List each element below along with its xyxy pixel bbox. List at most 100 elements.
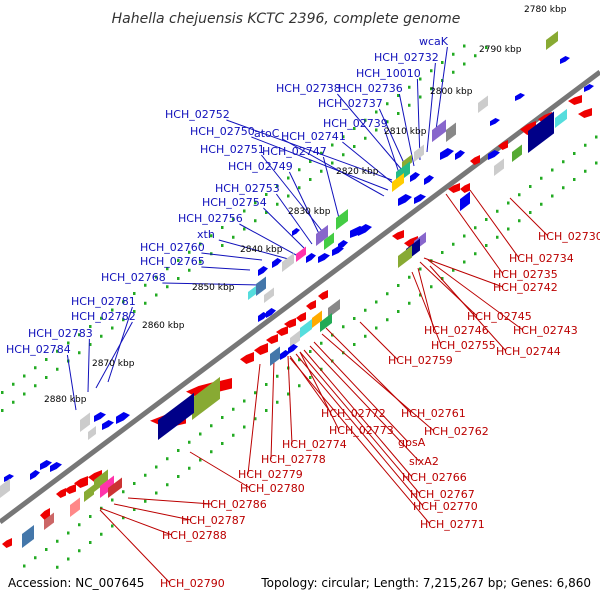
- gene-label[interactable]: HCH_02743: [513, 324, 578, 337]
- gene-label[interactable]: HCH_02747: [262, 145, 327, 158]
- tick-mark: [111, 308, 114, 312]
- tick-mark: [375, 128, 378, 132]
- gene-label[interactable]: HCH_10010: [356, 67, 421, 80]
- tick-mark: [320, 341, 323, 345]
- tick-mark: [353, 145, 356, 148]
- gene-label[interactable]: HCH_02770: [413, 500, 478, 513]
- gene-label[interactable]: HCH_02744: [496, 345, 561, 358]
- tick-mark: [56, 349, 59, 353]
- gene-label[interactable]: HCH_02787: [181, 514, 246, 527]
- gene-label[interactable]: HCH_02735: [493, 268, 558, 281]
- gene-label[interactable]: HCH_02768: [101, 271, 166, 284]
- gene-arrow: [306, 253, 316, 263]
- leader-line: [87, 338, 90, 393]
- tick-mark: [463, 44, 466, 48]
- gene-label[interactable]: HCH_02765: [140, 255, 205, 268]
- leader-line: [509, 197, 549, 237]
- leader-line: [226, 119, 393, 181]
- gene-label[interactable]: HCH_02783: [28, 327, 93, 340]
- gene-label[interactable]: HCH_02773: [329, 424, 394, 437]
- gene-label[interactable]: HCH_02774: [282, 438, 347, 451]
- tick-mark: [111, 326, 114, 330]
- gene-arrow: [240, 352, 254, 364]
- gene-label[interactable]: HCH_02741: [281, 130, 346, 143]
- gene-label[interactable]: HCH_02755: [431, 339, 496, 352]
- leader-line: [261, 154, 327, 237]
- tick-mark: [463, 62, 466, 66]
- tick-mark: [518, 193, 521, 197]
- gene-label[interactable]: HCH_02771: [420, 518, 485, 531]
- gene-feature: [316, 224, 328, 246]
- gene-label[interactable]: HCH_02752: [165, 108, 230, 121]
- gene-label[interactable]: HCH_02788: [162, 529, 227, 542]
- gene-label[interactable]: HCH_02780: [240, 482, 305, 495]
- tick-mark: [485, 244, 488, 247]
- gene-arrow: [338, 240, 348, 250]
- leader-line: [288, 171, 323, 241]
- gene-label[interactable]: HCH_02772: [321, 407, 386, 420]
- gene-arrow: [74, 476, 88, 488]
- tick-mark: [408, 103, 411, 107]
- tick-mark: [56, 367, 59, 371]
- gene-label[interactable]: HCH_02781: [71, 295, 136, 308]
- gene-arrow: [332, 246, 344, 256]
- gene-label[interactable]: HCH_02742: [493, 281, 558, 294]
- gene-label[interactable]: HCH_02736: [338, 82, 403, 95]
- gene-label[interactable]: HCH_02767: [410, 488, 475, 501]
- gene-label[interactable]: HCH_02730: [538, 230, 600, 243]
- gene-label[interactable]: HCH_02766: [402, 471, 467, 484]
- gene-label[interactable]: HCH_02778: [261, 453, 326, 466]
- gene-label[interactable]: HCH_02750: [190, 125, 255, 138]
- tick-mark: [309, 376, 312, 379]
- gene-label[interactable]: HCH_02754: [202, 196, 267, 209]
- gene-feature: [478, 95, 488, 114]
- tick-mark: [562, 160, 565, 164]
- gene-label[interactable]: xth: [197, 228, 215, 241]
- leader-line: [337, 93, 403, 171]
- gene-label[interactable]: HCH_02782: [71, 310, 136, 323]
- gene-label[interactable]: HCH_02756: [178, 212, 243, 225]
- tick-mark: [254, 219, 257, 223]
- gene-label[interactable]: HCH_02746: [424, 324, 489, 337]
- gene-label[interactable]: wcaK: [419, 35, 449, 48]
- gene-label[interactable]: gpsA: [398, 436, 426, 449]
- gene-feature: [88, 425, 96, 440]
- tick-mark: [595, 161, 598, 165]
- gene-label[interactable]: HCH_02760: [140, 241, 205, 254]
- tick-mark: [309, 178, 312, 181]
- gene-label[interactable]: HCH_02738: [276, 82, 341, 95]
- gene-label[interactable]: HCH_02784: [6, 343, 71, 356]
- gene-label[interactable]: HCH_02762: [424, 425, 489, 438]
- tick-mark: [89, 515, 92, 518]
- gene-label[interactable]: HCH_02734: [509, 252, 574, 265]
- gene-label[interactable]: HCH_02751: [200, 143, 265, 156]
- gene-label[interactable]: HCH_02786: [202, 498, 267, 511]
- tick-mark: [199, 260, 202, 264]
- gene-label[interactable]: HCH_02732: [374, 51, 439, 64]
- tick-mark: [34, 384, 37, 388]
- tick-mark: [232, 217, 235, 221]
- tick-mark: [122, 490, 125, 494]
- gene-label[interactable]: HCH_02790: [160, 577, 225, 590]
- gene-label[interactable]: HCH_02779: [238, 468, 303, 481]
- gene-label[interactable]: HCH_02761: [401, 407, 466, 420]
- tick-mark: [452, 242, 455, 246]
- gene-label[interactable]: HCH_02753: [215, 182, 280, 195]
- gene-label[interactable]: HCH_02745: [467, 310, 532, 323]
- gene-label[interactable]: HCH_02749: [228, 160, 293, 173]
- tick-mark: [584, 169, 587, 173]
- gene-label[interactable]: sixA2: [409, 455, 439, 468]
- tick-mark: [364, 334, 367, 338]
- gene-label[interactable]: atoC: [254, 127, 280, 140]
- tick-mark: [188, 440, 191, 444]
- gene-arrow: [414, 194, 426, 204]
- kbp-label: 2870 kbp: [92, 359, 135, 369]
- tick-mark: [276, 184, 279, 188]
- gene-feature: [290, 330, 300, 348]
- gene-arrow: [254, 343, 268, 355]
- gene-label[interactable]: HCH_02737: [318, 97, 383, 110]
- leader-line: [322, 156, 341, 223]
- gene-label[interactable]: HCH_02739: [323, 117, 388, 130]
- gene-label[interactable]: HCH_02759: [388, 354, 453, 367]
- gene-feature: [555, 108, 567, 128]
